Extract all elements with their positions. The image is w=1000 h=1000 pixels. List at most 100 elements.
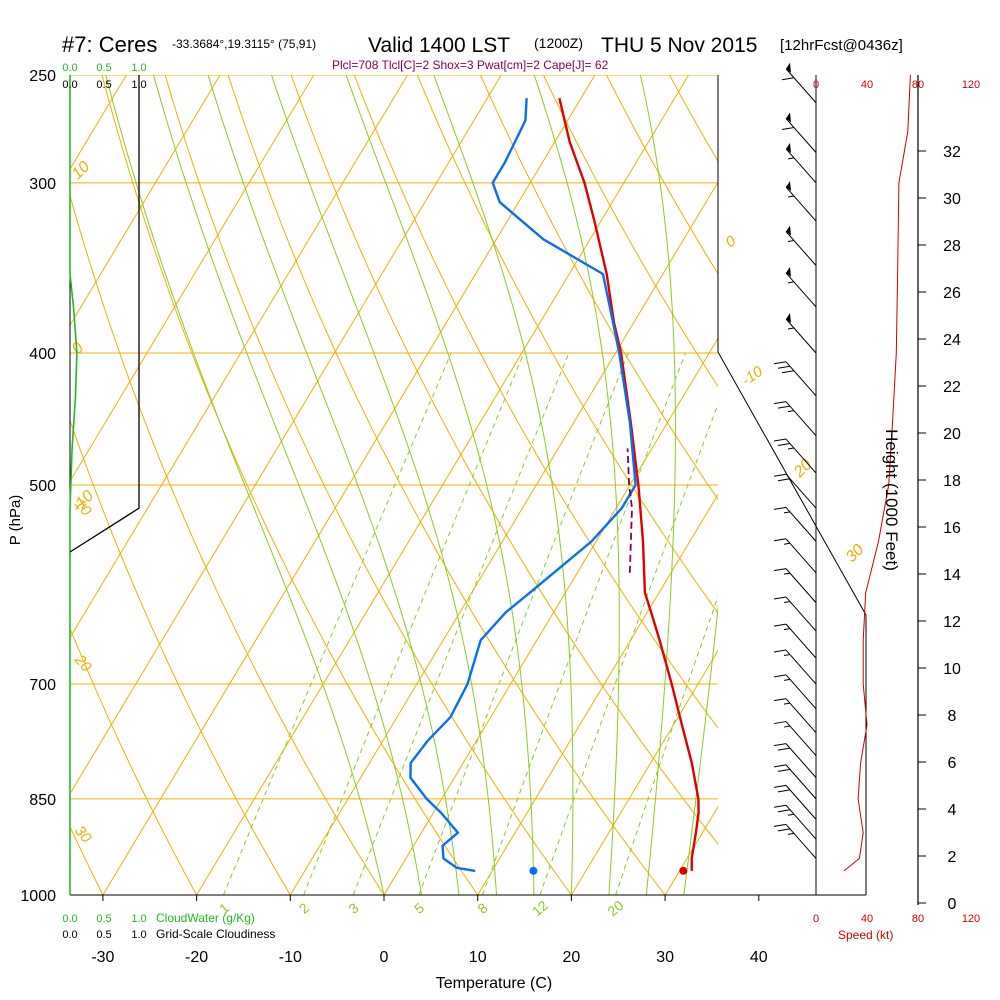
- temperature-tick-label: -30: [91, 949, 114, 966]
- stability-indices: Plcl=708 Tlcl[C]=2 Shox=3 Pwat[cm]=2 Cap…: [332, 58, 609, 72]
- dry-adiabat-label: 0: [69, 339, 87, 357]
- barb-full: [773, 596, 787, 600]
- barb-half: [787, 195, 795, 198]
- height-tick-label: 2: [948, 849, 957, 866]
- wind-barb: [773, 698, 817, 734]
- speed-tick-bottom: 40: [861, 913, 873, 925]
- cloudiness-tick-bottom: 0.0: [62, 929, 77, 941]
- mixing-ratio-label: 8: [474, 899, 490, 916]
- parcel-trace: [626, 448, 633, 573]
- dry-adiabat: [101, 75, 479, 895]
- barb-half: [783, 654, 791, 657]
- axes: 0246810121416182022242628303210008507005…: [20, 68, 961, 966]
- barb-full: [773, 623, 787, 627]
- wind-barb: [773, 596, 817, 632]
- barb-full: [773, 361, 787, 365]
- wind-barb: [773, 473, 817, 509]
- barb-staff: [785, 785, 817, 820]
- dry-adiabat: [353, 75, 718, 729]
- wind-barb: [785, 225, 817, 266]
- wind-barb: [773, 721, 817, 756]
- cloudiness-tick-bottom: 1.0: [131, 929, 146, 941]
- moist-adiabat: [207, 75, 460, 895]
- pressure-tick-label: 1000: [20, 888, 56, 905]
- side-panels: 0.00.00.00.00.50.50.50.51.01.01.01.00040…: [62, 62, 980, 941]
- barb-half: [783, 542, 791, 545]
- isotherm-line: [102, 75, 596, 895]
- isotherm-line: [70, 75, 315, 483]
- speed-tick-top: 40: [861, 79, 873, 91]
- cloudiness-label: Grid-Scale Cloudiness: [156, 927, 275, 941]
- barb-staff: [785, 401, 817, 437]
- wind-speed-line: [843, 74, 911, 872]
- barb-half: [783, 678, 791, 681]
- mixing-ratio-label: 12: [529, 897, 551, 919]
- wind-barb: [773, 623, 817, 659]
- moist-adiabat: [433, 75, 574, 895]
- height-tick-label: 8: [948, 708, 957, 725]
- temperature-axis-label: Temperature (C): [436, 975, 552, 992]
- barb-staff: [785, 623, 817, 659]
- barb-staff: [785, 743, 817, 778]
- height-tick-label: 20: [943, 426, 961, 443]
- speed-tick-bottom: 0: [813, 913, 819, 925]
- barb-staff: [785, 538, 817, 574]
- dry-adiabat: [479, 75, 718, 501]
- moist-adiabat-label: 30: [71, 823, 95, 847]
- temperature-tick-label: 40: [750, 949, 768, 966]
- height-tick-label: 6: [948, 755, 957, 772]
- dry-adiabat: [290, 75, 718, 845]
- mixing-ratio-line: [482, 352, 686, 895]
- isotherm-line: [853, 75, 1000, 895]
- barb-half: [783, 725, 791, 728]
- valid-date: THU 5 Nov 2015: [601, 34, 757, 57]
- wind-barb: [773, 568, 817, 603]
- barb-full: [773, 438, 787, 442]
- barb-flag: [786, 112, 791, 123]
- barb-full: [781, 77, 795, 81]
- cloud-water-tick-bottom: 1.0: [131, 913, 146, 925]
- cloudiness-tick-top: 0.5: [96, 79, 111, 91]
- dry-adiabat: [416, 75, 718, 614]
- zulu-time: (1200Z): [534, 35, 583, 51]
- height-tick-label: 32: [943, 144, 961, 161]
- station-title: #7: Ceres: [62, 32, 157, 57]
- barb-staff: [785, 231, 817, 266]
- speed-tick-bottom: 80: [912, 913, 924, 925]
- station-coords: -33.3684°,19.3115° (75,91): [172, 37, 316, 51]
- barb-staff: [785, 272, 817, 308]
- moist-adiabat: [683, 603, 718, 895]
- pressure-axis-label: P (hPa): [7, 495, 24, 546]
- mixing-ratio-line: [615, 595, 718, 895]
- profile-group: [409, 97, 700, 875]
- pressure-tick-label: 850: [29, 792, 56, 809]
- barb-full: [773, 823, 787, 827]
- height-tick-label: 14: [943, 567, 961, 584]
- dry-adiabat: [164, 75, 572, 895]
- barb-flag: [786, 313, 791, 324]
- barb-full: [777, 768, 791, 772]
- speed-tick-top: 0: [813, 79, 819, 91]
- temperature-tick-label: 30: [656, 949, 674, 966]
- moist-adiabat: [345, 75, 535, 895]
- barb-half: [783, 601, 791, 604]
- surface-dewpoint-dot: [529, 866, 538, 875]
- mixing-ratio-line: [418, 352, 629, 895]
- barb-flag: [786, 181, 791, 192]
- barb-staff: [785, 68, 817, 104]
- moist-adiabat-label: -10: [739, 363, 767, 390]
- dry-adiabat-label: 10: [69, 158, 94, 183]
- barb-full: [773, 473, 787, 477]
- isotherm-line: [70, 75, 502, 795]
- forecast-tag: [12hrFcst@0436z]: [780, 37, 903, 54]
- barb-half: [787, 157, 795, 160]
- wind-barb: [773, 538, 817, 574]
- temperature-tick-label: 0: [380, 949, 389, 966]
- height-tick-label: 16: [943, 520, 961, 537]
- cloud-water-tick-top: 1.0: [131, 62, 146, 74]
- height-tick-label: 10: [943, 661, 961, 678]
- dewpoint-line: [409, 98, 637, 873]
- barb-staff: [785, 186, 817, 222]
- height-tick-label: 0: [948, 896, 957, 913]
- isotherm-line: [289, 181, 718, 895]
